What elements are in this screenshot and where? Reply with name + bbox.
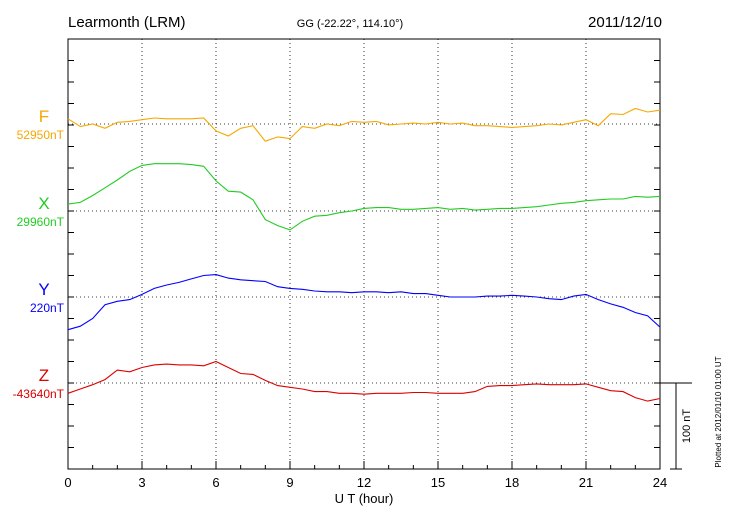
x-axis-label: U T (hour) (335, 491, 394, 506)
x-tick-label: 0 (64, 475, 71, 490)
station-title: Learmonth (LRM) (68, 14, 186, 31)
scale-bar-label: 100 nT (681, 409, 693, 444)
baseline-value-x: 29960nT (17, 215, 65, 229)
series-labels: F 52950nT X 29960nT Y 220nT Z -43640nT (13, 107, 65, 401)
baseline-value-z: -43640nT (13, 387, 65, 401)
x-tick-label: 12 (357, 475, 371, 490)
x-tick-label: 18 (505, 475, 519, 490)
series-group (67, 107, 661, 402)
series-name-y: Y (38, 280, 49, 299)
x-tick-label: 21 (579, 475, 593, 490)
baseline-value-y: 220nT (30, 301, 65, 315)
grid-lines (68, 39, 660, 469)
series-name-f: F (39, 107, 49, 126)
series-line-x (67, 163, 661, 231)
x-tick-label: 3 (138, 475, 145, 490)
x-tick-label: 6 (212, 475, 219, 490)
x-tick-label: 9 (286, 475, 293, 490)
coordinates-label: GG (-22.22°, 114.10°) (297, 18, 403, 30)
plotted-note: Plotted at 2012/01/10 01:00 UT (714, 356, 723, 467)
series-line-z (67, 360, 661, 402)
x-tick-label: 15 (431, 475, 445, 490)
x-tick-label: 24 (653, 475, 667, 490)
axis-ticks: 0 3 6 9 12 15 18 21 24 (64, 60, 667, 490)
baseline-value-f: 52950nT (17, 128, 65, 142)
date-label: 2011/12/10 (588, 14, 662, 31)
series-name-z: Z (39, 366, 49, 385)
series-line-y (67, 274, 661, 331)
scale-bar: 100 nT (660, 382, 693, 470)
series-line-f (67, 107, 661, 142)
series-name-x: X (38, 194, 49, 213)
